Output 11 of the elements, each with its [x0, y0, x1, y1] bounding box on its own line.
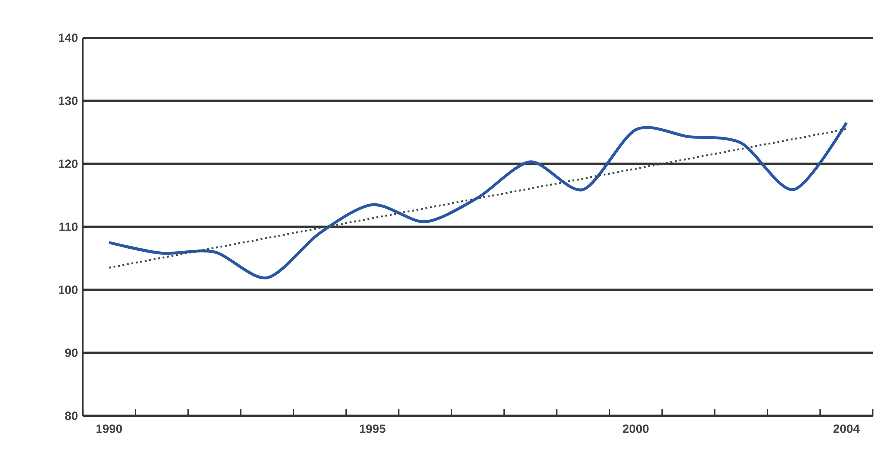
- x-tick-label: 2004: [834, 424, 860, 434]
- y-tick-label: 130: [59, 96, 78, 106]
- x-tick-label: 1995: [360, 424, 386, 434]
- y-tick-label: 120: [59, 160, 78, 168]
- y-tick-label: 100: [59, 286, 78, 294]
- y-tick-label: 140: [59, 34, 78, 42]
- x-tick-label: 1990: [96, 424, 122, 434]
- y-tick-label: 90: [65, 348, 78, 358]
- x-tick-label: 2000: [623, 424, 649, 434]
- y-tick-label: 110: [60, 222, 78, 232]
- y-tick-label: 80: [65, 412, 78, 420]
